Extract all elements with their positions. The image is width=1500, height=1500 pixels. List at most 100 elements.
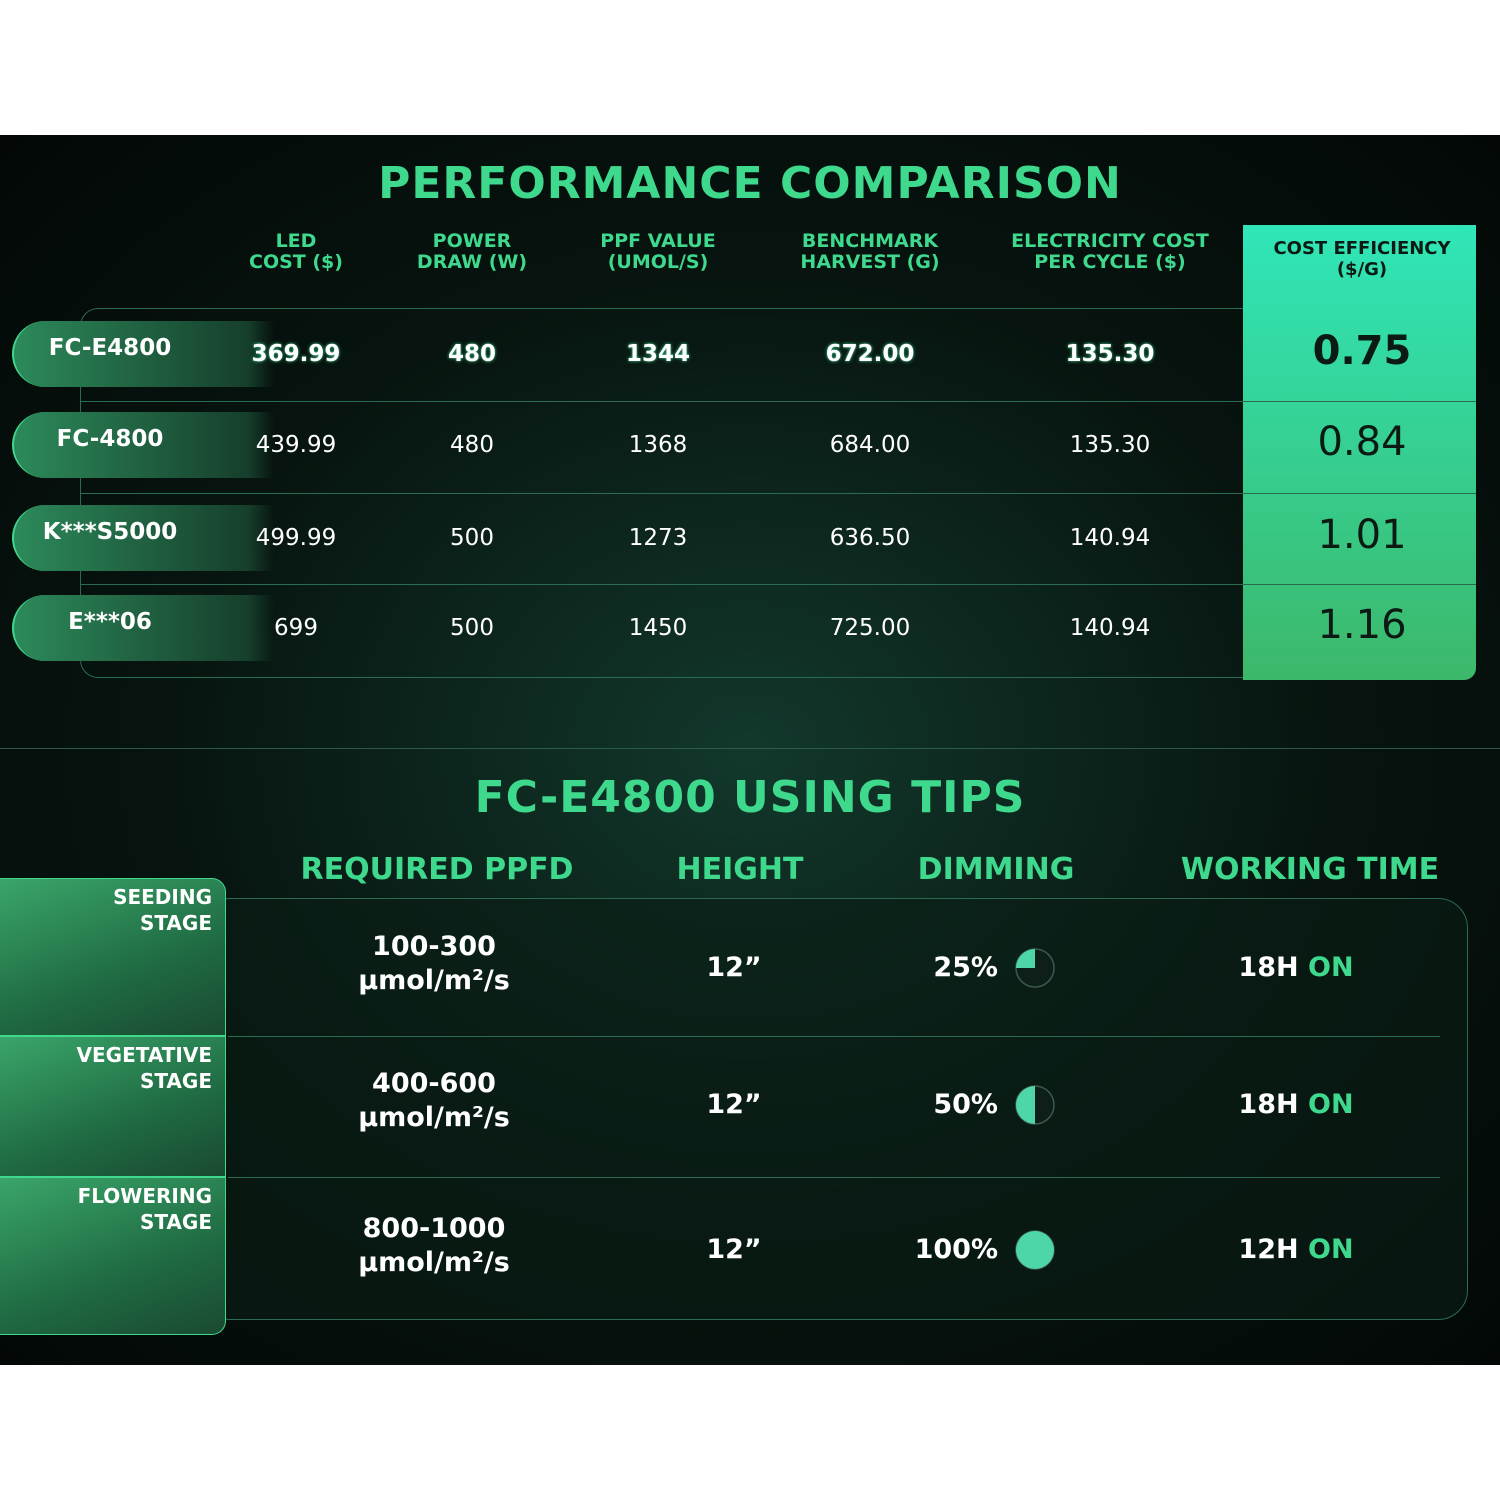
cell-value: 699	[274, 615, 318, 641]
row-separator	[80, 400, 1476, 402]
working-time: 18H ON	[1238, 952, 1353, 983]
hours: 12H	[1238, 1234, 1299, 1265]
ppfd-line: 400-600	[372, 1068, 496, 1099]
cell-value: 1.01	[1317, 512, 1407, 558]
dimming-icon	[1015, 1085, 1055, 1125]
cell-value: 636.50	[829, 525, 911, 551]
column-header: BENCHMARK HARVEST (G)	[800, 231, 939, 273]
stage-card	[0, 1177, 226, 1335]
ppfd: 100-300 µmol/m²/s	[358, 930, 510, 998]
header-line: BENCHMARK	[801, 230, 939, 252]
cell-value: 480	[450, 432, 494, 458]
cell-value: 1368	[628, 432, 688, 458]
hours: 18H	[1238, 952, 1299, 983]
cell-value: 499.99	[255, 525, 337, 551]
ppfd-line: µmol/m²/s	[358, 965, 510, 996]
cell-value: 0.84	[1317, 419, 1407, 465]
cell-value: 369.99	[251, 341, 341, 367]
dimming-fill	[1016, 1231, 1054, 1269]
state: ON	[1308, 952, 1354, 983]
header-line: PER CYCLE ($)	[1034, 251, 1186, 273]
cell-value: 140.94	[1069, 615, 1151, 641]
stage-line: STAGE	[139, 1069, 212, 1093]
model-pill	[12, 595, 274, 661]
cell-value: 1344	[625, 341, 691, 367]
row-separator	[80, 584, 1476, 585]
cell-value: 684.00	[829, 432, 911, 458]
cell-value: 500	[450, 615, 494, 641]
column-header: REQUIRED PPFD	[300, 852, 574, 887]
model-name: K***S5000	[42, 519, 178, 545]
stage-line: FLOWERING	[77, 1184, 212, 1208]
model-pill	[12, 321, 274, 387]
column-header: DIMMING	[917, 852, 1075, 887]
cell-value: 480	[447, 341, 497, 367]
section-divider	[0, 748, 1500, 749]
height: 12”	[706, 1089, 762, 1120]
ppfd-line: µmol/m²/s	[358, 1247, 510, 1278]
stage-card	[0, 1036, 226, 1177]
column-header: PPF VALUE (UMOL/S)	[600, 231, 715, 273]
column-header: POWER DRAW (W)	[417, 231, 527, 273]
stage-line: STAGE	[139, 1210, 212, 1234]
section-title: FC-E4800 USING TIPS	[474, 772, 1026, 823]
dimming-icon	[1015, 1230, 1055, 1270]
hours: 18H	[1238, 1089, 1299, 1120]
cell-value: 725.00	[829, 615, 911, 641]
ppfd-line: µmol/m²/s	[358, 1102, 510, 1133]
model-pill	[12, 412, 274, 478]
column-header: WORKING TIME	[1180, 852, 1440, 887]
column-header: LED COST ($)	[249, 231, 343, 273]
model-name: FC-4800	[56, 426, 164, 452]
cell-value: 1450	[628, 615, 688, 641]
working-time: 12H ON	[1238, 1234, 1353, 1265]
dimming-fill	[1016, 949, 1035, 968]
header-line: ($/G)	[1336, 259, 1388, 280]
stage-line: SEEDING	[113, 885, 212, 909]
ppfd-line: 100-300	[372, 931, 496, 962]
cell-value: 672.00	[825, 341, 915, 367]
stage-line: VEGETATIVE	[76, 1043, 212, 1067]
header-line: HARVEST (G)	[800, 251, 940, 273]
dimming: 100%	[914, 1234, 998, 1265]
cell-value: 135.30	[1065, 341, 1155, 367]
dimming-fill	[1016, 1086, 1035, 1124]
stage-card	[0, 878, 226, 1036]
efficiency-column	[1243, 225, 1476, 680]
header-line: COST ($)	[249, 251, 343, 273]
header-line: LED	[275, 230, 317, 252]
model-name: E***06	[68, 609, 152, 635]
column-header: COST EFFICIENCY ($/G)	[1273, 238, 1450, 280]
dimming: 50%	[933, 1089, 998, 1120]
row-separator	[228, 1177, 1440, 1178]
header-line: (UMOL/S)	[607, 251, 709, 273]
stage-label: VEGETATIVE STAGE	[0, 1042, 212, 1094]
model-name: FC-E4800	[48, 335, 172, 361]
column-header: HEIGHT	[676, 852, 804, 887]
cell-value: 140.94	[1069, 525, 1151, 551]
cell-value: 500	[450, 525, 494, 551]
header-line: PPF VALUE	[600, 230, 716, 252]
stage-label: SEEDING STAGE	[0, 884, 212, 936]
model-pill	[12, 505, 274, 571]
ppfd: 800-1000 µmol/m²/s	[358, 1212, 510, 1280]
cell-value: 1.16	[1317, 602, 1407, 648]
header-line: ELECTRICITY COST	[1011, 230, 1209, 252]
stage-label: FLOWERING STAGE	[0, 1183, 212, 1235]
ppfd: 400-600 µmol/m²/s	[358, 1067, 510, 1135]
dimming: 25%	[933, 952, 998, 983]
cell-value: 0.75	[1312, 328, 1412, 374]
height: 12”	[706, 1234, 762, 1265]
height: 12”	[706, 952, 762, 983]
state: ON	[1308, 1234, 1354, 1265]
header-line: POWER	[432, 230, 512, 252]
header-line: DRAW (W)	[416, 251, 528, 273]
cell-value: 439.99	[255, 432, 337, 458]
dimming-icon	[1015, 948, 1055, 988]
state: ON	[1308, 1089, 1354, 1120]
column-header: ELECTRICITY COST PER CYCLE ($)	[1011, 231, 1209, 273]
stage-line: STAGE	[139, 911, 212, 935]
ppfd-line: 800-1000	[362, 1213, 506, 1244]
working-time: 18H ON	[1238, 1089, 1353, 1120]
